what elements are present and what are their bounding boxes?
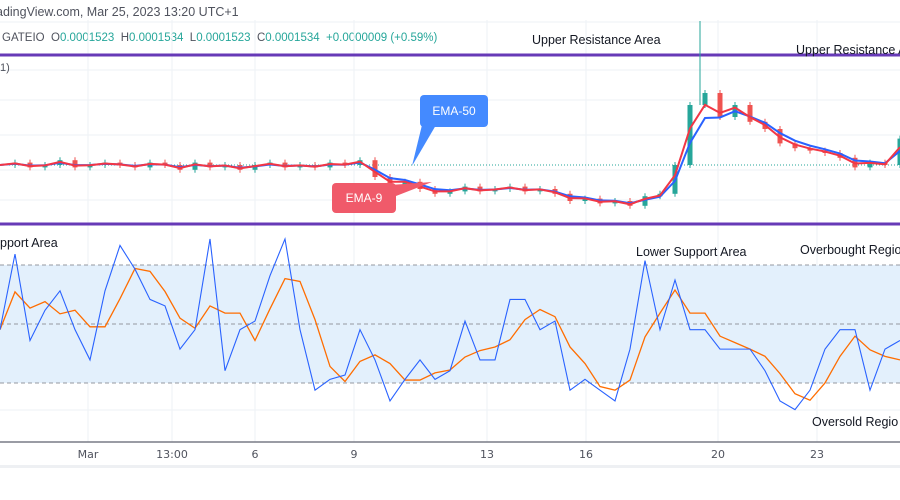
x-tick-label: 13:00	[156, 448, 188, 461]
candle	[792, 143, 798, 149]
chart-source-timestamp: adingView.com, Mar 25, 2023 13:20 UTC+1	[0, 5, 239, 19]
candle	[72, 160, 78, 168]
candle	[747, 105, 753, 122]
ema50-callout: EMA-50	[420, 95, 488, 127]
candle	[867, 162, 873, 168]
ema9-line	[0, 103, 900, 206]
stoch-k-line	[0, 236, 900, 411]
candle	[372, 160, 378, 177]
indicator-stub: 1)	[0, 62, 10, 74]
oversold-label: Oversold Regio	[812, 415, 899, 429]
bottom-divider	[0, 465, 900, 468]
ema50-callout-pointer	[412, 125, 436, 166]
x-tick-label: 20	[711, 448, 725, 461]
high-label: H	[120, 32, 130, 44]
candle	[642, 196, 648, 206]
lower-support-label: Lower Support Area	[636, 245, 747, 259]
x-tick-label: 9	[351, 448, 358, 461]
upper-resistance-label-right: Upper Resistance A	[796, 43, 900, 57]
open-label: O	[51, 32, 60, 44]
x-tick-label: 6	[252, 448, 259, 461]
upper-resistance-label: Upper Resistance Area	[532, 33, 661, 47]
x-tick-label: Mar	[78, 448, 99, 461]
close-value: 0.0001534	[265, 32, 320, 44]
candle	[447, 191, 453, 194]
candle	[582, 198, 588, 201]
ema9-callout: EMA-9	[332, 183, 396, 213]
x-tick-label: 13	[480, 448, 494, 461]
close-label: C	[256, 32, 266, 44]
symbol: GATEIO	[2, 32, 45, 44]
high-value: 0.0001534	[129, 32, 184, 44]
candle	[252, 165, 258, 170]
candle	[207, 162, 213, 168]
candle	[87, 165, 93, 168]
x-tick-label: 16	[579, 448, 593, 461]
candle	[702, 93, 708, 105]
low-label: L	[189, 32, 197, 44]
ema9-callout-pointer	[390, 182, 432, 196]
candle	[687, 105, 693, 165]
support-area-label: pport Area	[0, 236, 58, 250]
candle	[717, 93, 723, 117]
x-tick-label: 23	[810, 448, 824, 461]
open-value: 0.0001523	[59, 32, 115, 44]
low-value: 0.0001523	[196, 32, 251, 44]
overbought-label: Overbought Regio	[800, 243, 900, 257]
candle	[192, 162, 198, 170]
